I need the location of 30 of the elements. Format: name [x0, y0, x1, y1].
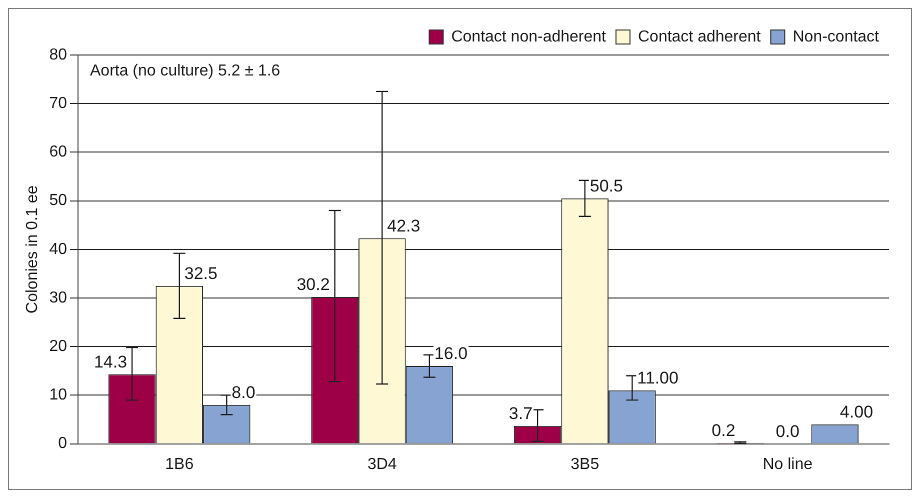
data-label: 16.0 [434, 344, 468, 364]
x-tick-label: 3B5 [570, 456, 600, 473]
data-label: 30.2 [296, 275, 330, 294]
legend-label: Contact non-adherent [451, 28, 607, 46]
legend-label: Contact adherent [638, 28, 762, 46]
data-label: 50.5 [590, 176, 623, 196]
data-label: 42.3 [387, 216, 420, 236]
data-label: 4.00 [840, 402, 874, 422]
data-label: 14.3 [94, 352, 128, 372]
x-tick-label: No line [762, 456, 813, 473]
annotation: Aorta (no culture) 5.2 ± 1.6 [90, 62, 280, 80]
data-label: 3.7 [508, 404, 533, 424]
data-label: 0.2 [712, 421, 736, 440]
y-tick-label: 70 [49, 95, 68, 112]
x-tick-label: 3D4 [367, 456, 397, 473]
data-label: 32.5 [184, 264, 218, 284]
y-tick-label: 50 [49, 192, 68, 210]
y-tick-label: 0 [58, 435, 68, 452]
data-label: 8.0 [232, 383, 256, 402]
y-tick-label: 10 [49, 386, 68, 404]
legend-label: Non-contact [792, 28, 880, 46]
y-tick-label: 40 [49, 240, 68, 258]
x-tick-label: 1B6 [165, 456, 194, 473]
y-tick-label: 30 [49, 289, 68, 306]
y-tick-label: 60 [49, 144, 68, 161]
y-tick-label: 80 [49, 46, 68, 64]
y-tick-label: 20 [49, 338, 68, 356]
y-axis-title: Colonies in 0.1 ee [24, 185, 42, 314]
data-label: 0.0 [776, 422, 800, 441]
data-label: 11.00 [637, 368, 678, 388]
